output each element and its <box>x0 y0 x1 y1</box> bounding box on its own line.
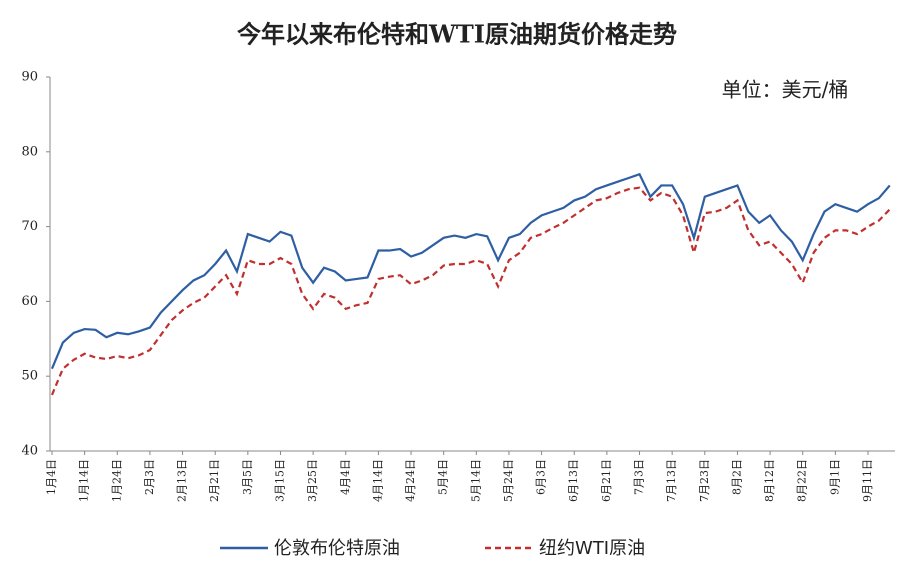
x-tick-label: 1月4日 <box>45 459 58 495</box>
x-tick-label: 9月11日 <box>861 459 874 502</box>
series-line <box>50 172 891 370</box>
y-tick-label: 60 <box>21 294 38 309</box>
chart-title: 今年以来布伦特和WTI原油期货价格走势 <box>237 20 677 49</box>
x-tick-label: 7月3日 <box>633 459 646 495</box>
y-tick-label: 40 <box>21 444 38 459</box>
x-tick-label: 2月21日 <box>208 459 221 502</box>
x-tick-label: 4月14日 <box>371 459 384 502</box>
x-tick-label: 2月13日 <box>176 459 189 502</box>
y-tick-label: 50 <box>21 369 38 384</box>
x-tick-label: 4月4日 <box>339 459 352 495</box>
x-tick-label: 9月1日 <box>828 459 841 495</box>
y-tick-label: 80 <box>21 144 38 159</box>
x-tick-label: 6月3日 <box>535 459 548 495</box>
x-tick-label: 6月21日 <box>600 459 613 502</box>
y-tick-label: 90 <box>21 70 38 85</box>
x-tick-label: 7月23日 <box>698 459 711 502</box>
x-tick-label: 2月3日 <box>143 459 156 495</box>
legend-label: 伦敦布伦特原油 <box>274 538 400 559</box>
x-tick-label: 8月12日 <box>763 459 776 502</box>
x-tick-label: 5月4日 <box>437 459 450 495</box>
series-line <box>50 186 891 396</box>
x-tick-label: 3月25日 <box>306 459 319 502</box>
x-tick-label: 5月24日 <box>502 459 515 502</box>
x-tick-label: 5月14日 <box>469 459 482 502</box>
legend-label: 纽约WTI原油 <box>539 538 645 559</box>
x-tick-label: 4月24日 <box>404 459 417 502</box>
x-tick-label: 8月2日 <box>730 459 743 495</box>
x-tick-label: 3月5日 <box>241 459 254 495</box>
y-tick-label: 70 <box>21 219 38 234</box>
x-tick-label: 6月13日 <box>567 459 580 502</box>
unit-label: 单位：美元/桶 <box>722 78 849 102</box>
x-tick-label: 1月24日 <box>110 459 123 502</box>
x-tick-label: 1月14日 <box>78 459 91 502</box>
x-tick-label: 3月15日 <box>273 459 286 502</box>
x-tick-label: 7月13日 <box>665 459 678 502</box>
x-tick-label: 8月22日 <box>796 459 809 502</box>
